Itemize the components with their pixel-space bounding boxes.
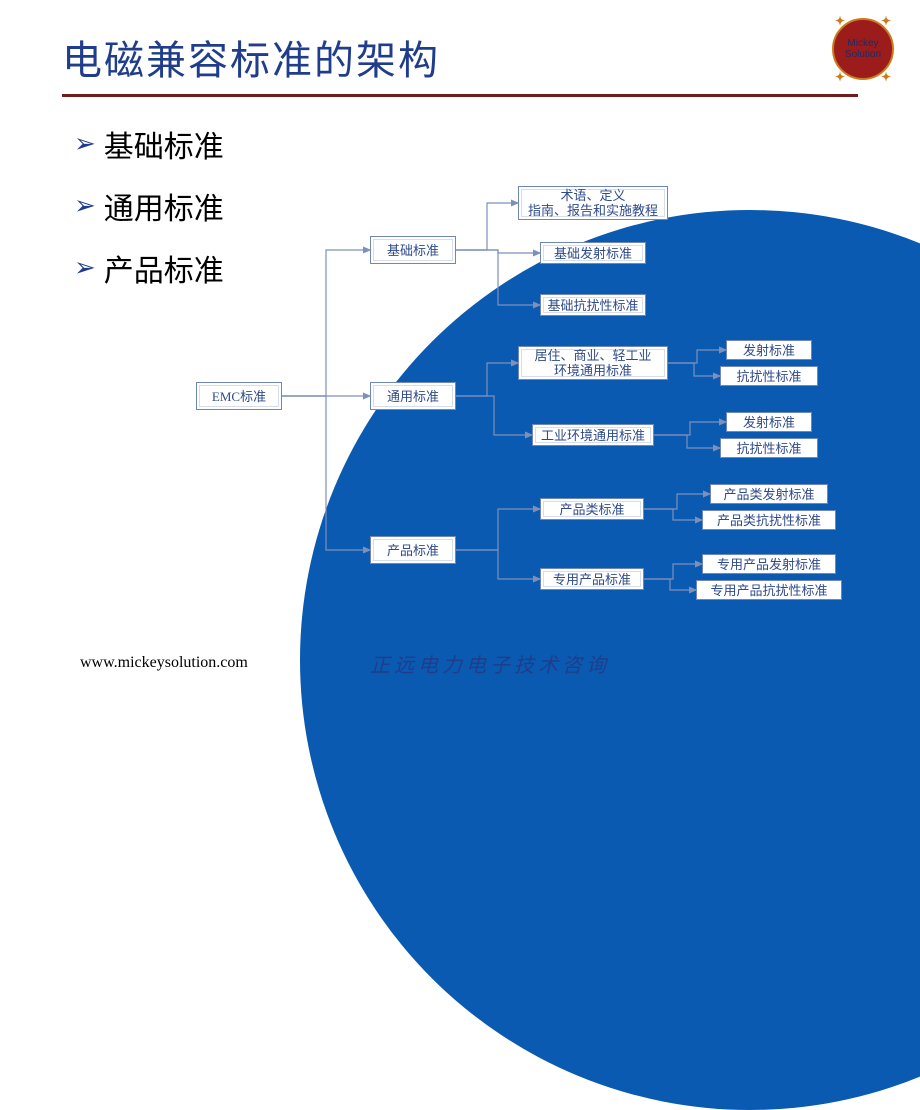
diagram-node-label: 抗扰性标准 <box>736 369 801 384</box>
diagram-node-label: 产品类抗扰性标准 <box>717 513 821 528</box>
diagram-node-label: 产品标准 <box>387 543 439 558</box>
footer-center: 正远电力电子技术咨询 <box>370 649 610 678</box>
diagram-node: 抗扰性标准 <box>720 438 818 458</box>
diagram-node-label: 产品类发射标准 <box>723 487 814 502</box>
diagram-node-label: 专用产品发射标准 <box>717 557 821 572</box>
diagram-node: 基础抗扰性标准 <box>540 294 646 316</box>
diagram-node: 专用产品抗扰性标准 <box>696 580 842 600</box>
diagram-node-label: 专用产品抗扰性标准 <box>710 583 827 598</box>
diagram-node: 基础发射标准 <box>540 242 646 264</box>
diagram-node: 产品类标准 <box>540 498 644 520</box>
diagram-node-label: 术语、定义 指南、报告和实施教程 <box>528 188 658 218</box>
diagram-node-label: 抗扰性标准 <box>736 441 801 456</box>
diagram-node-label: 发射标准 <box>743 415 795 430</box>
diagram-node: 专用产品发射标准 <box>702 554 836 574</box>
diagram-node-label: 基础标准 <box>387 243 439 258</box>
diagram-node-label: 通用标准 <box>387 389 439 404</box>
diagram-node: 产品类抗扰性标准 <box>702 510 836 530</box>
diagram-node-label: 居住、商业、轻工业 环境通用标准 <box>534 348 651 378</box>
diagram-node: 抗扰性标准 <box>720 366 818 386</box>
diagram-node: EMC标准 <box>196 382 282 410</box>
diagram-node: 产品类发射标准 <box>710 484 828 504</box>
diagram-node: 居住、商业、轻工业 环境通用标准 <box>518 346 668 380</box>
diagram-node: 专用产品标准 <box>540 568 644 590</box>
diagram-node: 基础标准 <box>370 236 456 264</box>
diagram-node: 通用标准 <box>370 382 456 410</box>
diagram-node: 发射标准 <box>726 412 812 432</box>
diagram-node: 工业环境通用标准 <box>532 424 654 446</box>
diagram-node: 产品标准 <box>370 536 456 564</box>
diagram-node-label: 产品类标准 <box>559 502 624 517</box>
diagram-node: 发射标准 <box>726 340 812 360</box>
diagram-node-label: EMC标准 <box>212 389 266 404</box>
diagram-node-label: 发射标准 <box>743 343 795 358</box>
diagram-node-label: 基础发射标准 <box>554 246 632 261</box>
diagram-node-label: 基础抗扰性标准 <box>547 298 638 313</box>
diagram-node: 术语、定义 指南、报告和实施教程 <box>518 186 668 220</box>
footer-url: www.mickeysolution.com <box>80 654 248 672</box>
diagram-node-label: 专用产品标准 <box>553 572 631 587</box>
diagram-node-label: 工业环境通用标准 <box>541 428 645 443</box>
